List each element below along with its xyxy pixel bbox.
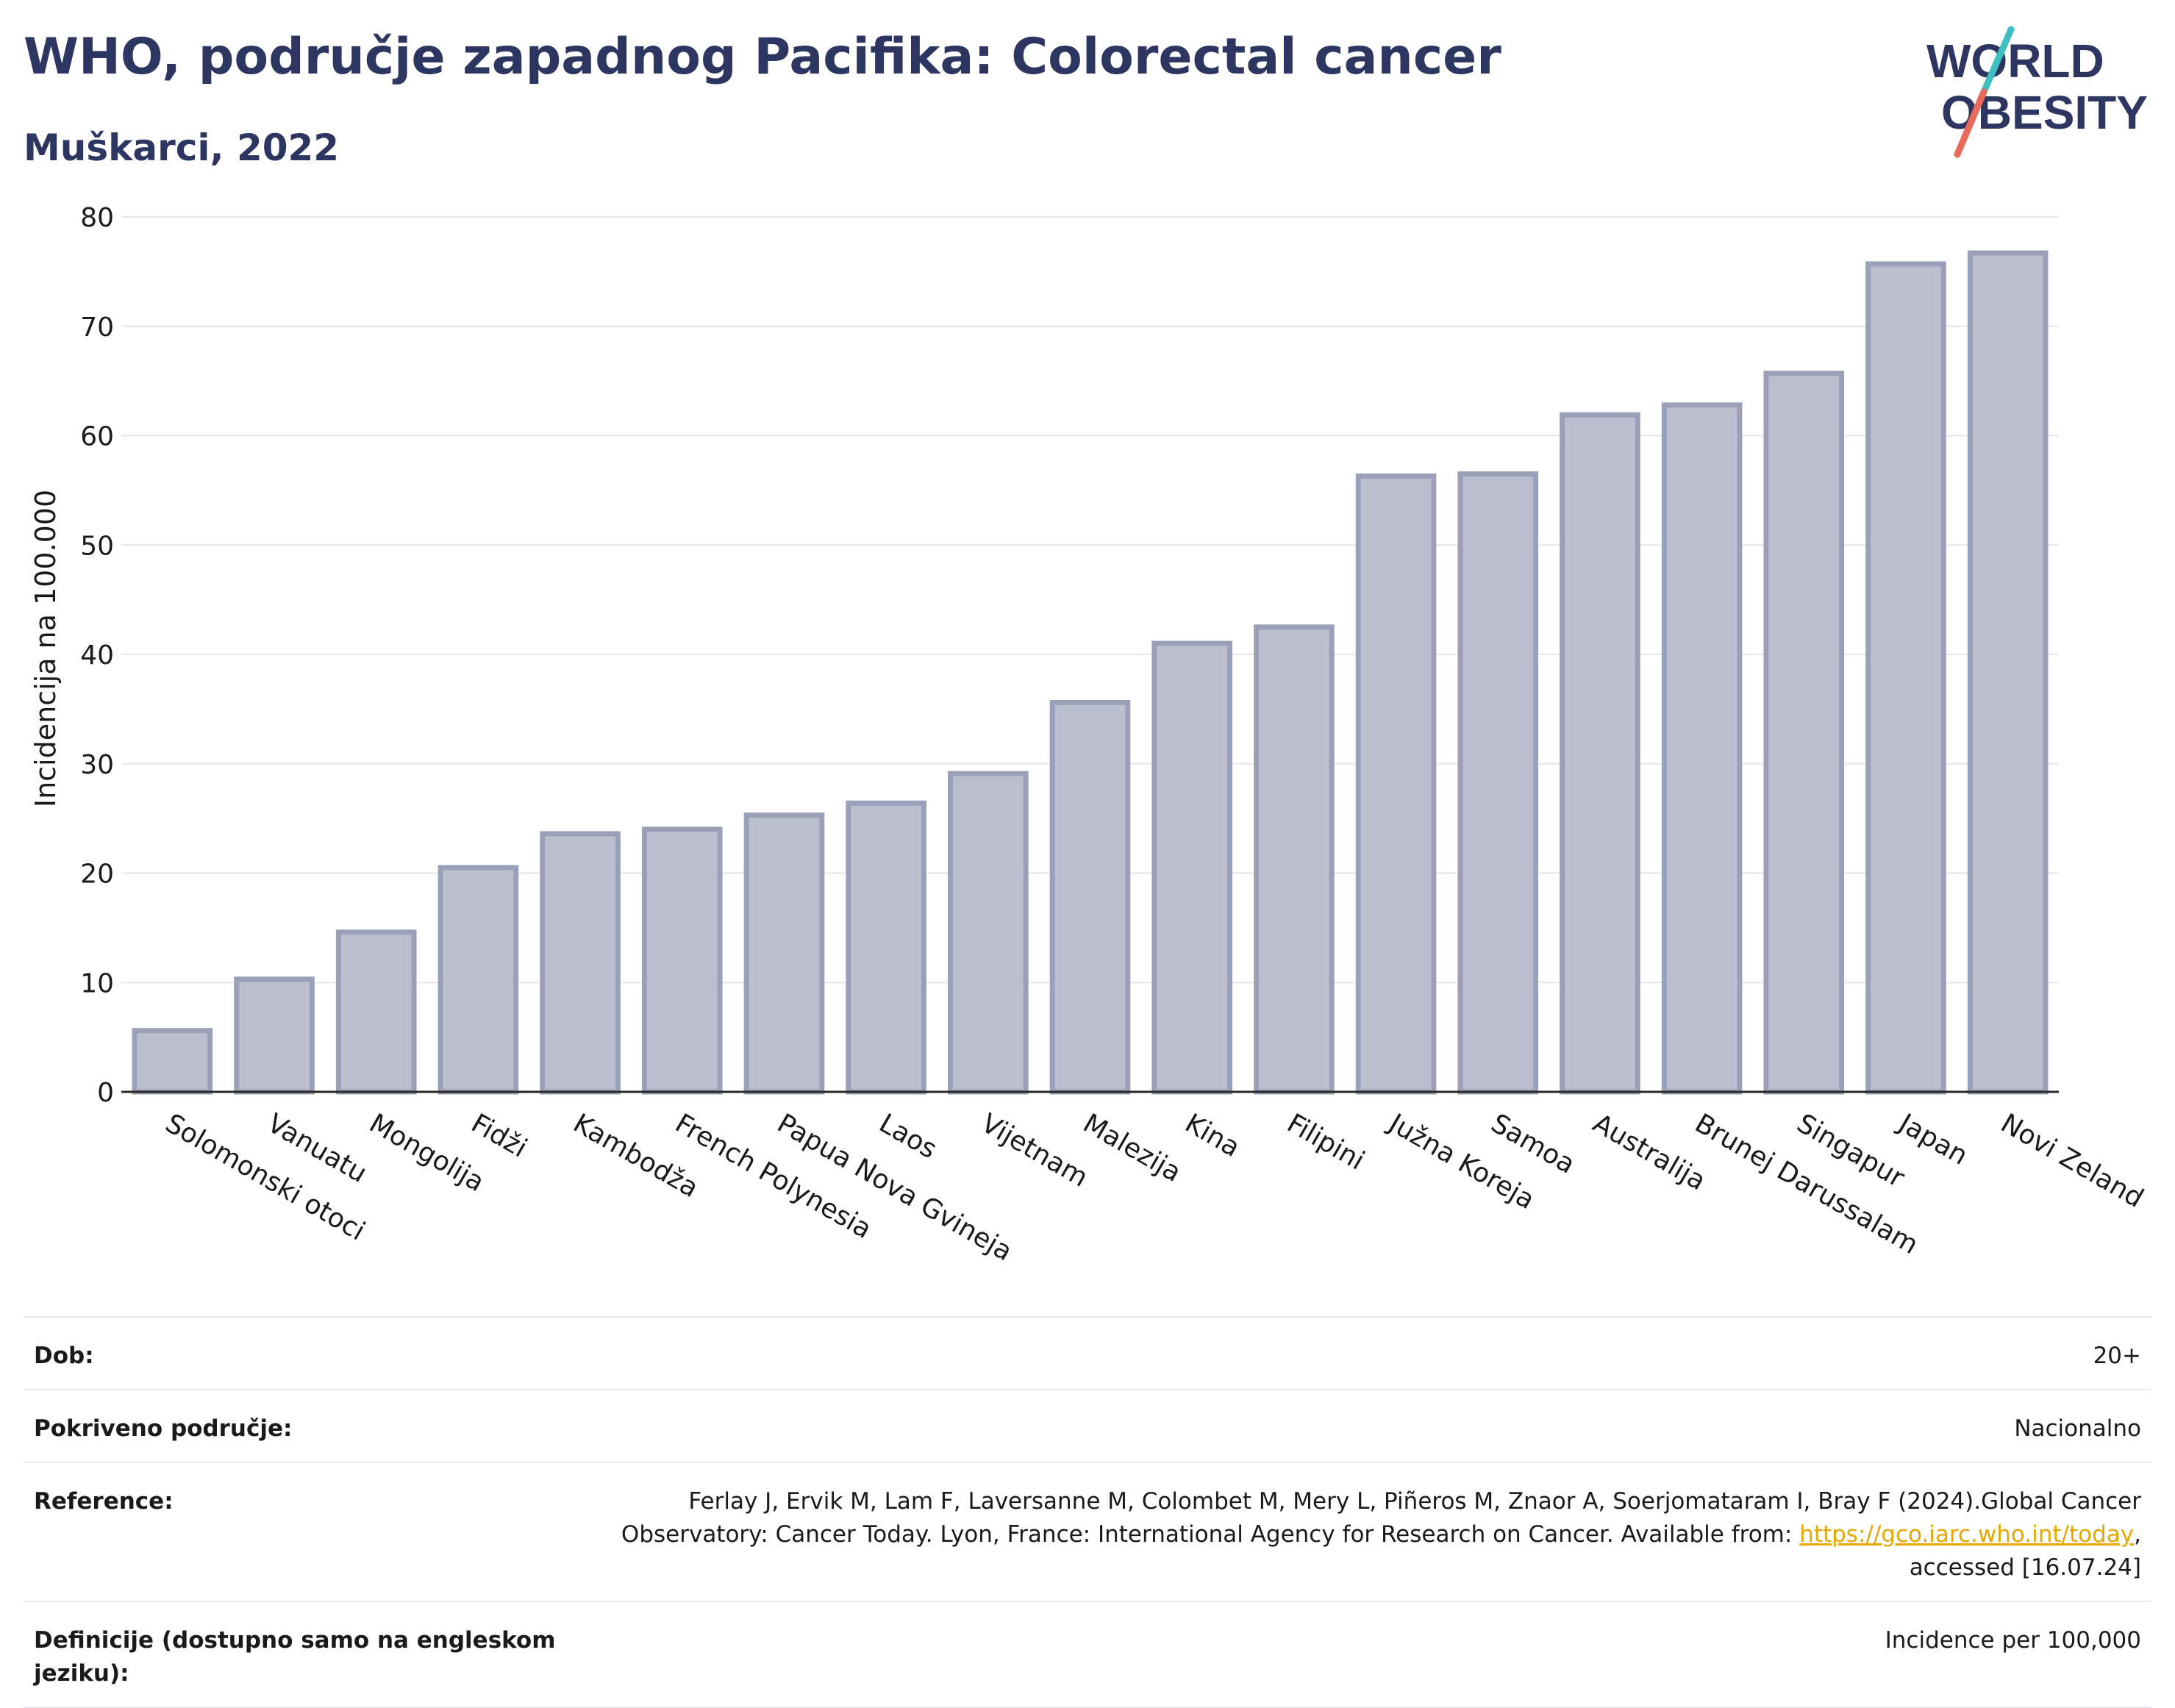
world-obesity-logo: WORLD OBESITY	[1926, 26, 2148, 158]
bar	[1457, 471, 1539, 1095]
x-tick-label: Vijetnam	[976, 1108, 1093, 1193]
meta-value: Ferlay J, Ervik M, Lam F, Laversanne M, …	[597, 1485, 2141, 1584]
meta-label: Pokriveno područje:	[34, 1415, 293, 1442]
bar	[1151, 640, 1232, 1095]
meta-value: Incidence per 100,000	[1885, 1626, 2141, 1654]
chart-subtitle: Muškarci, 2022	[24, 126, 340, 169]
y-tick-label: 30	[80, 750, 114, 780]
x-tick-label: Fidži	[466, 1108, 532, 1163]
bar	[846, 800, 926, 1095]
bar-chart: 0 10 20 30 40 50 60 70 80 Solomonski otociVanuat…	[29, 203, 2149, 1267]
meta-label: Definicije (dostupno samo na engleskom j…	[34, 1626, 556, 1687]
metadata-table: Dob: 20+ Pokriveno područje: Nacionalno …	[24, 1316, 2151, 1708]
y-tick-label: 60	[80, 422, 114, 452]
x-tick-label: Malezija	[1078, 1108, 1186, 1188]
bar	[1763, 371, 1845, 1095]
chart-title: WHO, područje zapadnog Pacifika: Colorec…	[24, 28, 1501, 86]
bar	[1560, 412, 1640, 1095]
meta-row-age: Dob: 20+	[24, 1316, 2151, 1389]
x-tick-label: Kina	[1180, 1108, 1245, 1163]
x-tick-label: Japan	[1893, 1107, 1973, 1171]
bar	[335, 929, 417, 1095]
bar	[234, 976, 315, 1095]
y-tick-label: 0	[97, 1078, 114, 1108]
bar	[743, 812, 825, 1095]
y-tick-label: 20	[80, 860, 114, 890]
meta-label: Reference:	[34, 1487, 174, 1515]
bar	[948, 771, 1029, 1095]
meta-row-coverage: Pokriveno područje: Nacionalno	[24, 1388, 2151, 1462]
x-tick-label: Laos	[874, 1108, 942, 1165]
bar	[540, 831, 621, 1095]
bar	[1049, 699, 1131, 1095]
x-tick-label: Filipini	[1282, 1108, 1369, 1176]
bar	[438, 865, 519, 1095]
bar	[1355, 474, 1437, 1095]
y-tick-label: 10	[80, 968, 114, 998]
meta-value: 20+	[2093, 1343, 2141, 1369]
logo-slash-coral	[1954, 88, 1988, 158]
bars	[132, 250, 2049, 1095]
y-tick-label: 50	[80, 531, 114, 561]
logo-line1: WORLD	[1926, 35, 2104, 87]
y-axis-label: Incidencija na 100.000	[29, 490, 62, 807]
x-tick-label: Mongolija	[364, 1108, 489, 1198]
bar	[1865, 261, 1946, 1095]
y-tick-label: 70	[80, 312, 114, 343]
bar	[641, 826, 723, 1095]
meta-row-reference: Reference: Ferlay J, Ervik M, Lam F, Lav…	[24, 1461, 2151, 1601]
bar	[1967, 250, 2049, 1095]
logo-slash-teal	[1980, 26, 2015, 96]
reference-link[interactable]: https://gco.iarc.who.int/today	[1799, 1521, 2135, 1548]
bar	[132, 1028, 213, 1095]
meta-value: Nacionalno	[2014, 1415, 2141, 1442]
meta-row-definitions: Definicije (dostupno samo na engleskom j…	[24, 1600, 2151, 1708]
y-tick-label: 40	[80, 640, 114, 671]
x-tick-label: Novi Zeland	[1996, 1108, 2149, 1214]
x-tick-label: Australija	[1588, 1108, 1710, 1196]
meta-label: Dob:	[34, 1343, 94, 1369]
reference-accessed: , accessed [16.07.24]	[1909, 1521, 2141, 1581]
bar	[1661, 402, 1743, 1095]
y-tick-labels: 0 10 20 30 40 50 60 70 80	[80, 203, 114, 1108]
y-tick-label: 80	[80, 203, 114, 233]
reference-text: Ferlay J, Ervik M, Lam F, Laversanne M, …	[621, 1487, 2141, 1548]
bar	[1254, 624, 1335, 1095]
